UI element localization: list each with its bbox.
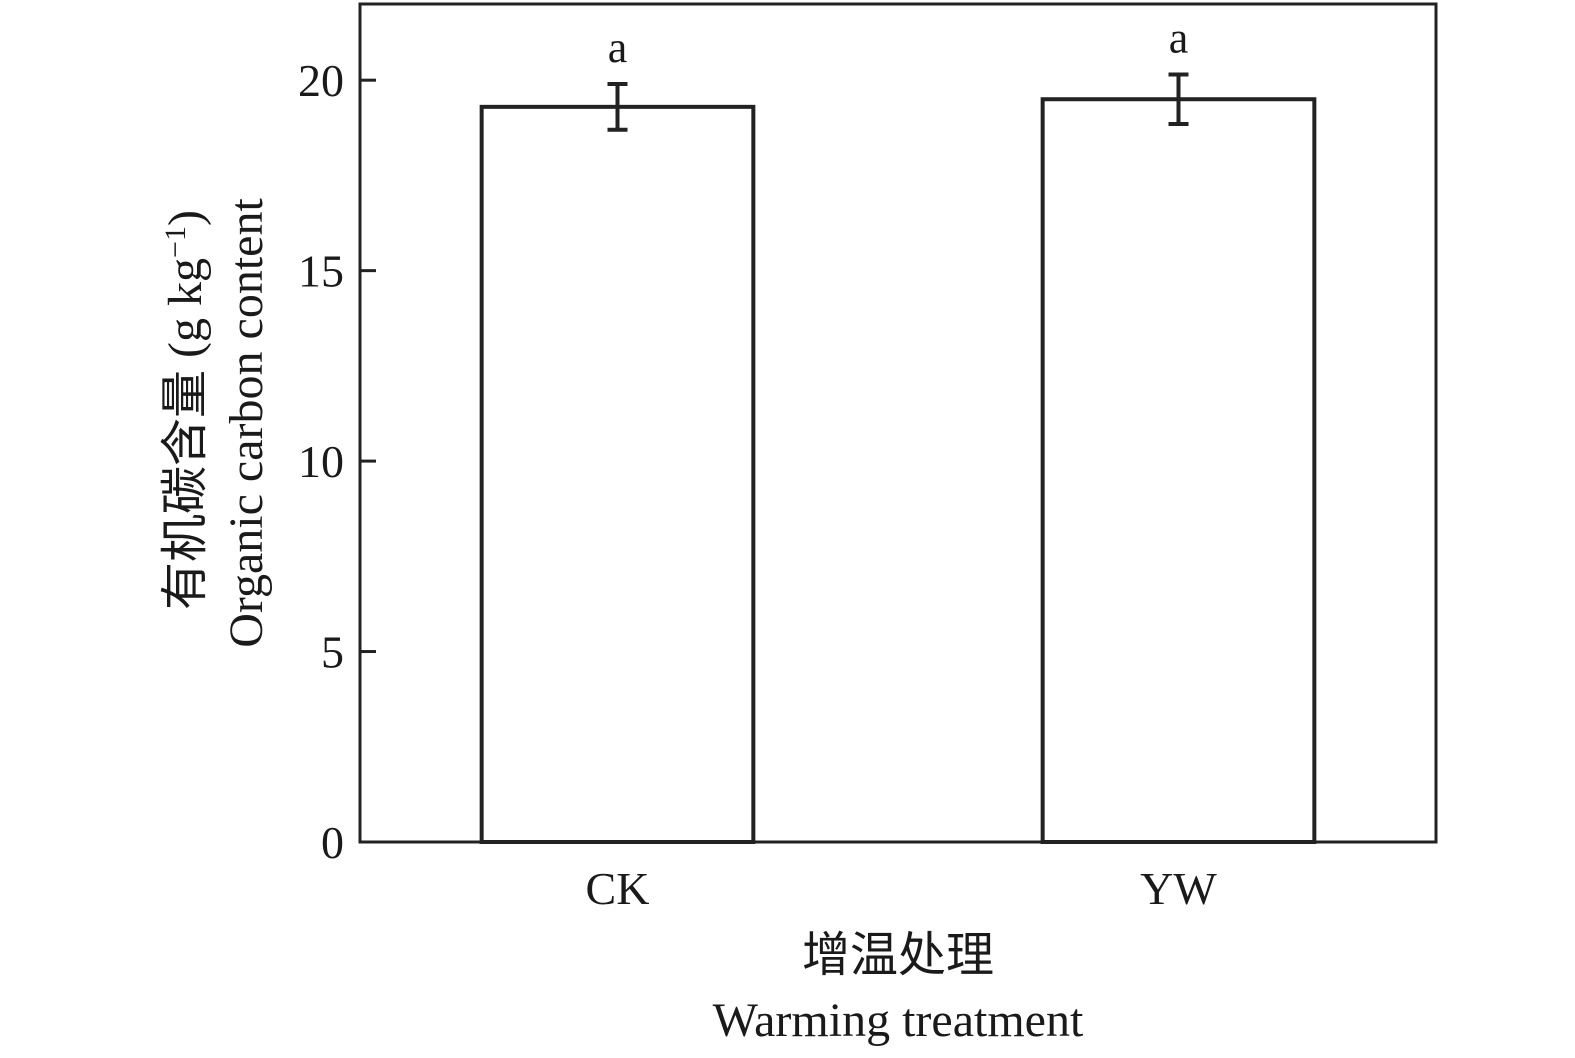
bar [1040, 97, 1317, 844]
y-tick-label: 15 [298, 246, 344, 297]
y-axis-title-cn-main: 有机碳含量 (g kg [159, 258, 212, 610]
significance-label: a [1169, 13, 1189, 62]
y-axis-title-close: ) [159, 210, 212, 226]
x-category-label: YW [1140, 863, 1217, 914]
y-axis-title-en: Organic carbon content [220, 198, 273, 648]
y-tick-label: 20 [298, 55, 344, 106]
y-tick-label: 5 [321, 627, 344, 678]
x-axis-title-cn: 增温处理 [802, 929, 994, 982]
y-axis: 0 5 10 15 20 [298, 55, 376, 868]
y-axis-title-cn: 有机碳含量 (g kg−1) [159, 210, 213, 610]
y-tick-label: 10 [298, 436, 344, 487]
y-axis-title-unit-sup: −1 [159, 226, 192, 258]
x-category-label: CK [586, 863, 650, 914]
bar [479, 104, 756, 844]
x-axis: CK YW [586, 863, 1218, 914]
x-axis-title-en: Warming treatment [713, 994, 1084, 1047]
plot-frame [358, 2, 1438, 844]
significance-label: a [608, 23, 628, 72]
y-tick-label: 0 [321, 817, 344, 868]
